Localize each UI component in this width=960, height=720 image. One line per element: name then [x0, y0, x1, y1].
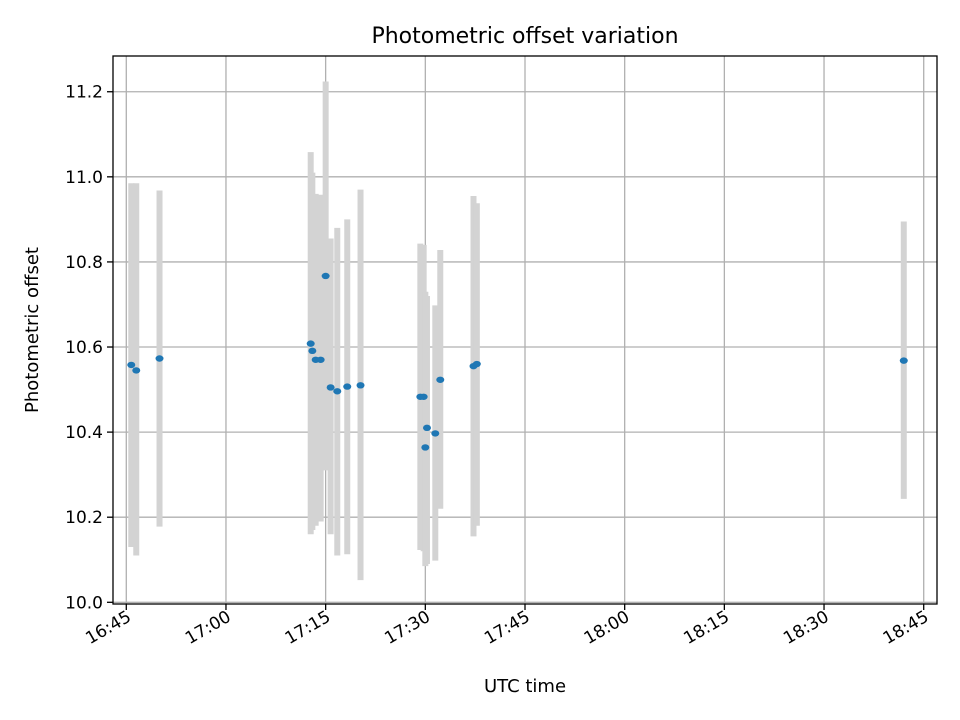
data-point [431, 430, 440, 437]
data-point [472, 360, 481, 368]
x-axis-label: UTC time [484, 676, 566, 697]
data-point [343, 383, 352, 390]
y-tick-label: 11.2 [65, 83, 103, 103]
data-point [127, 361, 136, 369]
data-point [316, 356, 325, 363]
y-axis-label: Photometric offset [22, 247, 43, 413]
data-points [127, 272, 908, 451]
data-point [421, 444, 430, 451]
data-point [419, 393, 428, 400]
data-point [422, 424, 431, 432]
y-tick-label: 10.2 [65, 508, 103, 528]
data-point [333, 388, 342, 395]
data-point [321, 272, 330, 280]
data-point [306, 340, 315, 347]
y-tick-label: 10.0 [65, 593, 103, 613]
data-point [155, 355, 164, 362]
y-tick-label: 10.6 [65, 338, 103, 358]
data-point [326, 384, 335, 391]
y-tick-label: 10.8 [65, 253, 103, 273]
y-tick-label: 10.4 [65, 423, 103, 443]
data-point [308, 347, 317, 355]
y-tick-label: 11.0 [65, 168, 103, 188]
data-point [356, 382, 365, 389]
data-point [436, 376, 445, 383]
chart-title: Photometric offset variation [371, 24, 678, 49]
data-point [899, 357, 908, 364]
data-point [132, 367, 141, 374]
